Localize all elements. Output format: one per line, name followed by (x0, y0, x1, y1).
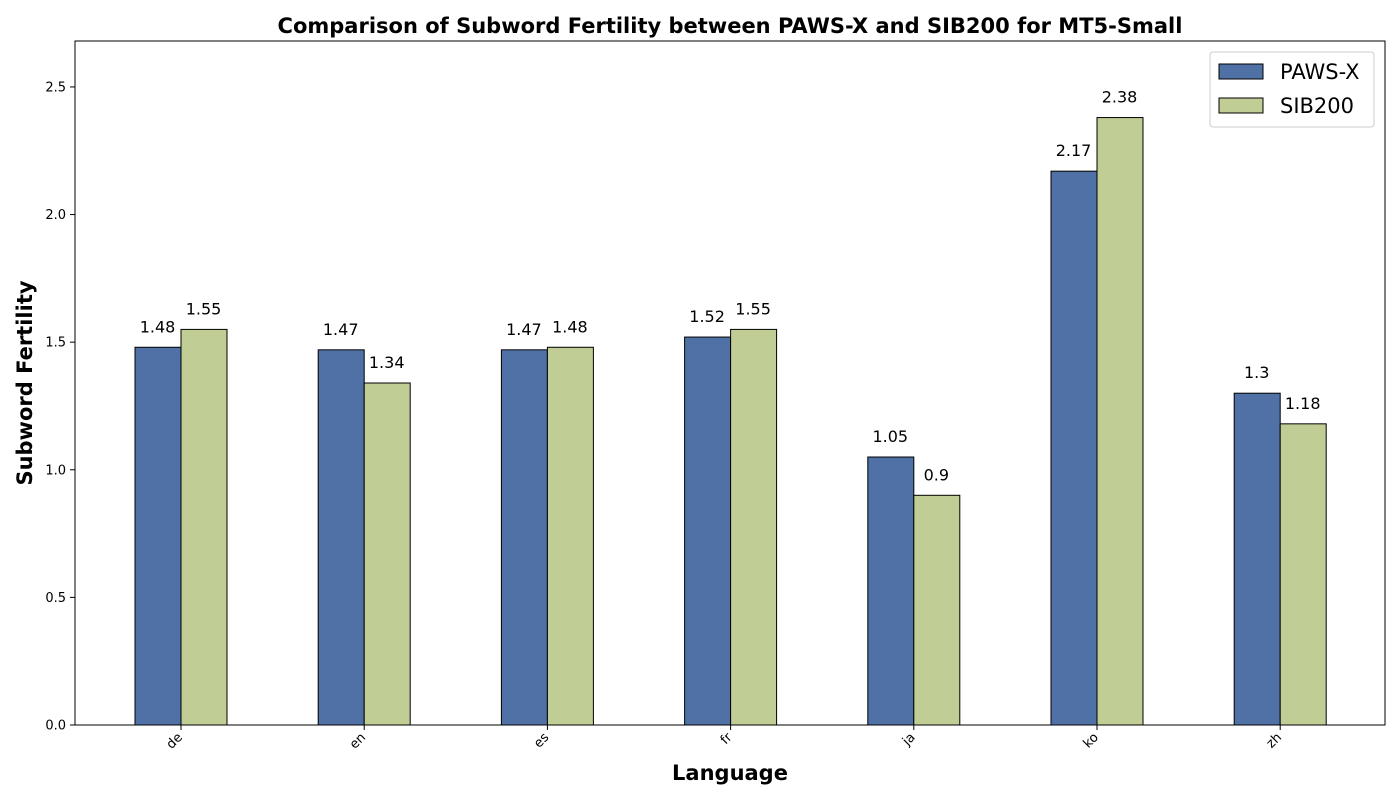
data-label-paws-x-es: 1.47 (506, 320, 542, 339)
legend: PAWS-X SIB200 (1209, 51, 1375, 128)
y-tick-label: 1.5 (45, 336, 66, 351)
bar-paws-x-fr (684, 336, 732, 726)
y-tick-label: 1.0 (45, 463, 66, 478)
y-axis: 0.0 0.5 1.0 1.5 2.0 2.5 (45, 80, 75, 734)
chart-title: Comparison of Subword Fertility between … (278, 14, 1183, 38)
x-axis-label: Language (672, 761, 788, 785)
x-tick-label-ko: ko (1081, 730, 1102, 751)
data-label-paws-x-ja: 1.05 (872, 427, 908, 446)
data-label-sib200-ja: 0.9 (924, 465, 949, 484)
data-label-paws-x-en: 1.47 (323, 320, 359, 339)
data-label-sib200-ko: 2.38 (1102, 88, 1138, 107)
x-tick-label-en: en (347, 730, 369, 752)
bar-paws-x-zh (1233, 392, 1281, 726)
bar-sib200-ko (1096, 117, 1144, 726)
y-tick-label: 2.0 (45, 208, 66, 223)
bar-paws-x-de (134, 346, 182, 726)
bar-sib200-zh (1279, 423, 1327, 726)
y-tick-label: 0.0 (45, 719, 66, 734)
x-tick-label-fr: fr (718, 730, 736, 748)
bar-paws-x-en (317, 349, 365, 726)
x-tick-label-es: es (531, 730, 552, 751)
x-tick-label-de: de (164, 730, 186, 752)
y-axis-label: Subword Fertility (13, 280, 37, 485)
data-label-paws-x-fr: 1.52 (689, 307, 725, 326)
data-label-sib200-en: 1.34 (369, 353, 405, 372)
y-tick-label: 2.5 (45, 80, 66, 95)
data-label-paws-x-zh: 1.3 (1244, 363, 1269, 382)
x-tick-label-zh: zh (1264, 730, 1285, 751)
y-tick-label: 0.5 (45, 591, 66, 606)
legend-swatch-paws-x (1218, 63, 1264, 80)
data-label-paws-x-de: 1.48 (140, 317, 176, 336)
bar-sib200-es (546, 346, 594, 726)
bar-sib200-en (363, 382, 411, 726)
legend-swatch-sib200 (1218, 97, 1264, 114)
data-label-sib200-fr: 1.55 (735, 299, 771, 318)
data-label-paws-x-ko: 2.17 (1056, 141, 1092, 160)
data-label-sib200-es: 1.48 (552, 317, 588, 336)
data-label-sib200-de: 1.55 (186, 299, 222, 318)
bar-sib200-fr (730, 328, 778, 726)
data-labels-group: 1.48 1.47 1.47 1.52 1.05 2.17 1.3 1.55 1.34 1.48 1… (140, 88, 1321, 485)
x-axis: de en es fr ja ko zh (164, 725, 1285, 752)
bar-paws-x-ko (1050, 170, 1098, 726)
bar-paws-x-ja (867, 456, 915, 726)
legend-label-paws-x: PAWS-X (1280, 60, 1360, 84)
bar-paws-x-es (500, 349, 548, 726)
legend-label-sib200: SIB200 (1280, 94, 1354, 118)
bars-group (134, 117, 1327, 726)
plot-frame (74, 40, 1386, 726)
bar-sib200-ja (913, 494, 961, 726)
data-label-sib200-zh: 1.18 (1285, 394, 1321, 413)
x-tick-label-ja: ja (899, 730, 919, 750)
bar-sib200-de (180, 328, 228, 726)
